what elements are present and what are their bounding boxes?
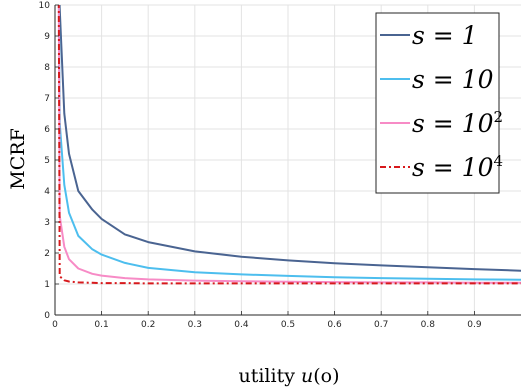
y-tick-label: 8 [44,63,50,73]
x-tick-label: 0.6 [327,320,342,330]
y-tick-label: 9 [44,32,50,42]
series-lines [57,5,521,285]
x-axis-title-var: u [301,365,313,387]
x-axis-title-word: utility [238,365,301,387]
y-tick-label: 7 [44,94,50,104]
x-tick-label: 0.1 [94,320,108,330]
series-line [57,5,521,285]
y-tick-label: 6 [44,125,50,135]
legend-entry: s = 102 [412,108,503,138]
series-line [57,5,521,284]
x-tick-label: 0.3 [188,320,202,330]
x-tick-label: 0.8 [421,320,436,330]
x-tick-label: 0.9 [467,320,482,330]
legend-entry-exponent: 2 [493,108,503,126]
y-tick-label: 2 [44,249,50,259]
series-line [58,5,521,272]
y-tick-label: 1 [44,280,50,290]
y-tick-label: 3 [44,218,50,228]
legend-entry: s = 10 [412,65,494,94]
legend-box [375,12,500,194]
tick-labels: 0 0.1 0.2 0.3 0.4 0.5 0.6 0.7 0.8 0.9 0 1 2 3 4 5 6 7 8 9 10 [39,1,482,330]
y-tick-label: 5 [44,156,50,166]
axes [54,4,521,316]
legend-entry-exponent: 4 [493,152,503,170]
x-axis-title: utility u(o) [238,365,339,387]
legend-entry-text: s = 10 [412,153,494,182]
series-line [57,5,521,281]
x-axis-title-arg: (o) [313,365,339,387]
legend-entry: s = 104 [412,152,503,182]
y-axis-title: MCRF [7,128,29,189]
x-tick-label: 0.4 [234,320,249,330]
legend-entry: s = 1 [412,21,478,50]
legend-entry-text: s = 10 [412,109,494,138]
x-tick-label: 0.2 [141,320,155,330]
y-tick-label: 10 [39,1,51,11]
legend-entry-text: s = 1 [412,21,478,50]
x-tick-label: 0.7 [374,320,388,330]
y-tick-label: 4 [44,187,50,197]
legend-entry-text: s = 10 [412,65,494,94]
x-tick-label: 0 [52,320,58,330]
x-tick-label: 0.5 [281,320,295,330]
y-tick-label: 0 [44,311,50,321]
